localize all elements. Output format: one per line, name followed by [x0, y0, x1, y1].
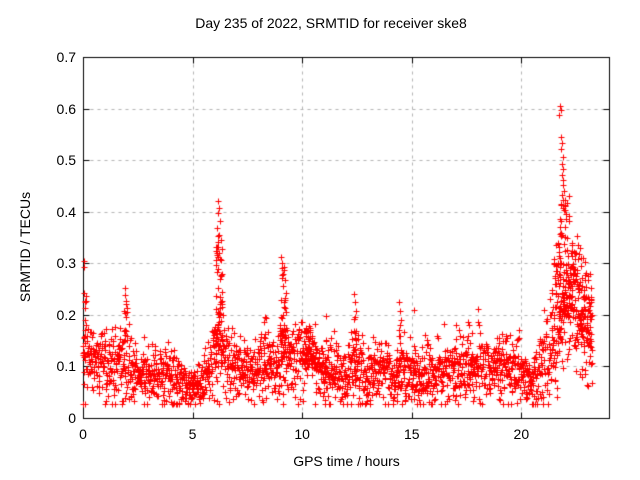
x-axis-label: GPS time / hours	[293, 453, 400, 469]
x-tick-label: 5	[188, 426, 197, 442]
x-tick-label: 15	[403, 426, 420, 442]
x-tick-label: 20	[513, 426, 530, 442]
chart-title: Day 235 of 2022, SRMTID for receiver ske…	[195, 15, 467, 31]
y-tick-label: 0.4	[56, 203, 76, 220]
y-tick-label: 0.1	[56, 358, 76, 375]
y-tick-label: 0.2	[56, 306, 76, 323]
y-tick-label: 0.6	[56, 100, 76, 117]
y-tick-label: 0.7	[56, 49, 76, 65]
x-tick-label: 0	[79, 426, 87, 442]
y-tick-label: 0.5	[56, 152, 76, 169]
y-tick-label: 0.3	[56, 255, 76, 272]
y-axis-label: SRMTID / TECUs	[17, 191, 33, 303]
x-tick-label: 10	[294, 426, 310, 442]
y-tick-label: 0	[68, 410, 76, 426]
